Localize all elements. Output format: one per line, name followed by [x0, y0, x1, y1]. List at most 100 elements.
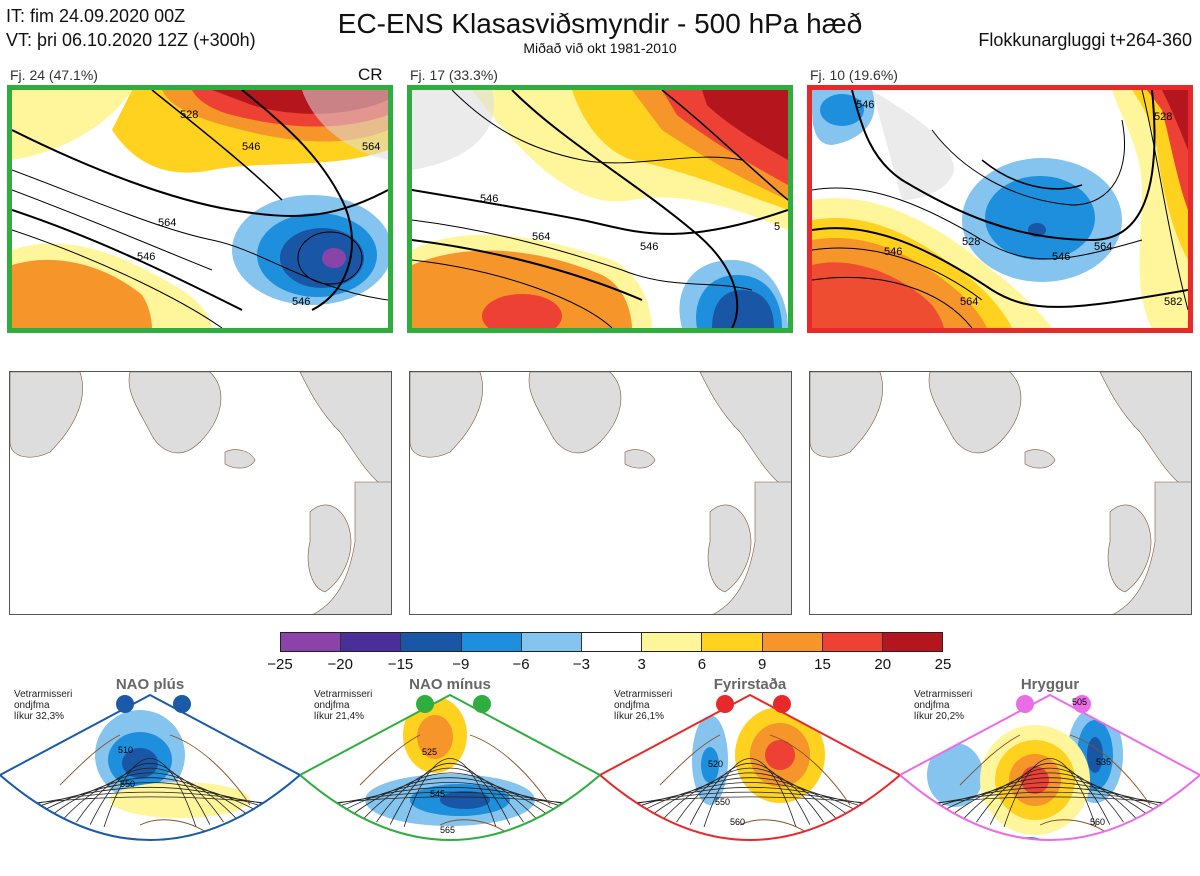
colorbar	[280, 632, 943, 652]
contour-label: 546	[640, 241, 658, 253]
regime-info: Vetrarmisseri ondjfma líkur 21,4%	[314, 689, 372, 722]
regime-info: Vetrarmisseri ondjfma líkur 20,2%	[914, 689, 972, 722]
colorbar-segment	[341, 633, 402, 651]
contour-label: 546	[480, 193, 498, 205]
contour-label: 546	[242, 141, 260, 153]
regime-season: Vetrarmisseri	[14, 689, 73, 700]
regime-contour-label: 550	[120, 779, 135, 789]
regime-title: NAO plús	[115, 676, 185, 693]
empty-map-3	[809, 371, 1192, 615]
regime-season: Vetrarmisseri	[614, 689, 673, 700]
contour-label: 528	[1154, 111, 1172, 123]
cluster-2-field: 546 564 546 5	[412, 90, 788, 328]
regime-months: ondjfma	[614, 700, 650, 711]
regime-fan: 525 545 565	[298, 693, 602, 841]
cluster-3-label: Fj. 10 (19.6%)	[810, 67, 898, 83]
regime-diagram: 520 550 560 Fyrirstaða Vetrarmisseri ondjf…	[598, 675, 902, 871]
colorbar-segment	[461, 633, 522, 651]
colorbar-segment	[401, 633, 462, 651]
regime-season: Vetrarmisseri	[314, 689, 373, 700]
cluster-3-map: 546 528 546 546 564 564 582 528	[807, 85, 1193, 333]
regime-marker	[716, 695, 734, 713]
regime-months: ondjfma	[314, 700, 350, 711]
contour-label: 528	[180, 109, 198, 121]
colorbar-tick: 15	[814, 656, 831, 673]
valid-time: VT: þri 06.10.2020 12Z (+300h)	[6, 30, 256, 50]
regime-contour-label: 525	[422, 747, 437, 757]
regime-contour-label: 510	[118, 745, 133, 755]
regime-contour-label: 535	[1096, 757, 1111, 767]
contour-label: 564	[158, 217, 176, 229]
regime-contour-label: 565	[440, 825, 455, 835]
contour-label: 528	[962, 236, 980, 248]
regime-info: Vetrarmisseri ondjfma líkur 32,3%	[14, 689, 72, 722]
regime-diagram: 525 545 565 NAO mínus Vetrarmisseri ondjfm…	[298, 675, 602, 871]
empty-map-2	[409, 371, 792, 615]
regime-probability: líkur 26,1%	[614, 711, 665, 722]
contour-label: 564	[960, 296, 978, 308]
regime-fan: 510 550	[0, 693, 302, 841]
regime-marker	[473, 695, 491, 713]
contour-label: 546	[137, 251, 155, 263]
cluster-1-field: 528 546 564 546 564 546	[12, 90, 388, 328]
regime-marker	[416, 695, 434, 713]
cluster-2-label: Fj. 17 (33.3%)	[410, 67, 498, 83]
regime-season: Vetrarmisseri	[914, 689, 973, 700]
regime-contour-label: 560	[1090, 817, 1105, 827]
colorbar-tick: 3	[637, 656, 646, 673]
regime-contour-label: 520	[708, 759, 723, 769]
contour-label: 564	[1094, 241, 1112, 253]
colorbar-tick: −3	[572, 656, 590, 673]
colorbar-tick: −15	[387, 656, 414, 673]
regime-contour-label: 550	[715, 797, 730, 807]
regime-info: Vetrarmisseri ondjfma líkur 26,1%	[614, 689, 672, 722]
header-dates: IT: fim 24.09.2020 00Z VT: þri 06.10.202…	[6, 4, 256, 52]
regime-contour-label: 560	[730, 817, 745, 827]
colorbar-tick: −20	[327, 656, 353, 673]
regime-marker	[116, 695, 134, 713]
contour-label: 5	[774, 221, 780, 233]
colorbar-segment	[702, 633, 763, 651]
colorbar-segment	[642, 633, 703, 651]
regime-diagram: 510 550 NAO plús Vetrarmisseri ondjfma lí…	[0, 675, 302, 871]
contour-label: 546	[1052, 251, 1070, 263]
colorbar-tick: 25	[934, 656, 952, 673]
colorbar-segment	[281, 633, 342, 651]
classification-window: Flokkunargluggi t+264-360	[978, 30, 1192, 50]
colorbar-segment	[521, 633, 582, 651]
empty-map-1	[9, 371, 392, 615]
regime-months: ondjfma	[914, 700, 950, 711]
basemap	[410, 372, 791, 614]
regime-contour-label: 505	[1072, 697, 1087, 707]
colorbar-segment	[882, 633, 943, 651]
cluster-2-map: 546 564 546 5	[407, 85, 793, 333]
regime-title: Fyrirstaða	[713, 676, 787, 693]
contour-label: 546	[292, 296, 310, 308]
contour-label: 546	[856, 99, 874, 111]
cluster-1-map: 528 546 564 546 564 546	[7, 85, 393, 333]
contour-label: 564	[362, 141, 380, 153]
contour-label: 564	[532, 231, 550, 243]
regime-marker	[1073, 695, 1091, 713]
colorbar-segment	[762, 633, 823, 651]
colorbar-tick: 9	[758, 656, 767, 673]
colorbar-tick: −9	[452, 656, 470, 673]
regime-probability: líkur 32,3%	[14, 711, 65, 722]
colorbar-tick: −6	[512, 656, 530, 673]
init-time: IT: fim 24.09.2020 00Z	[6, 6, 186, 26]
regime-marker	[173, 695, 191, 713]
regime-probability: líkur 20,2%	[914, 711, 965, 722]
regime-diagram: 505 535 560 Hryggur Vetrarmisseri ondjfma …	[898, 675, 1200, 871]
contour-label: 582	[1164, 296, 1182, 308]
colorbar-segment	[822, 633, 883, 651]
contour-label: 546	[884, 246, 902, 258]
page-title: EC-ENS Klasasviðsmyndir - 500 hPa hæð	[337, 8, 863, 39]
page-subtitle: Miðað við okt 1981-2010	[523, 40, 677, 56]
cluster-1-tag: CR	[358, 65, 383, 84]
cluster-1-label: Fj. 24 (47.1%)	[10, 67, 98, 83]
colorbar-tick: 20	[874, 656, 892, 673]
basemap	[810, 372, 1191, 614]
cluster-3-field: 546 528 546 546 564 564 582 528	[812, 90, 1188, 328]
regime-probability: líkur 21,4%	[314, 711, 365, 722]
